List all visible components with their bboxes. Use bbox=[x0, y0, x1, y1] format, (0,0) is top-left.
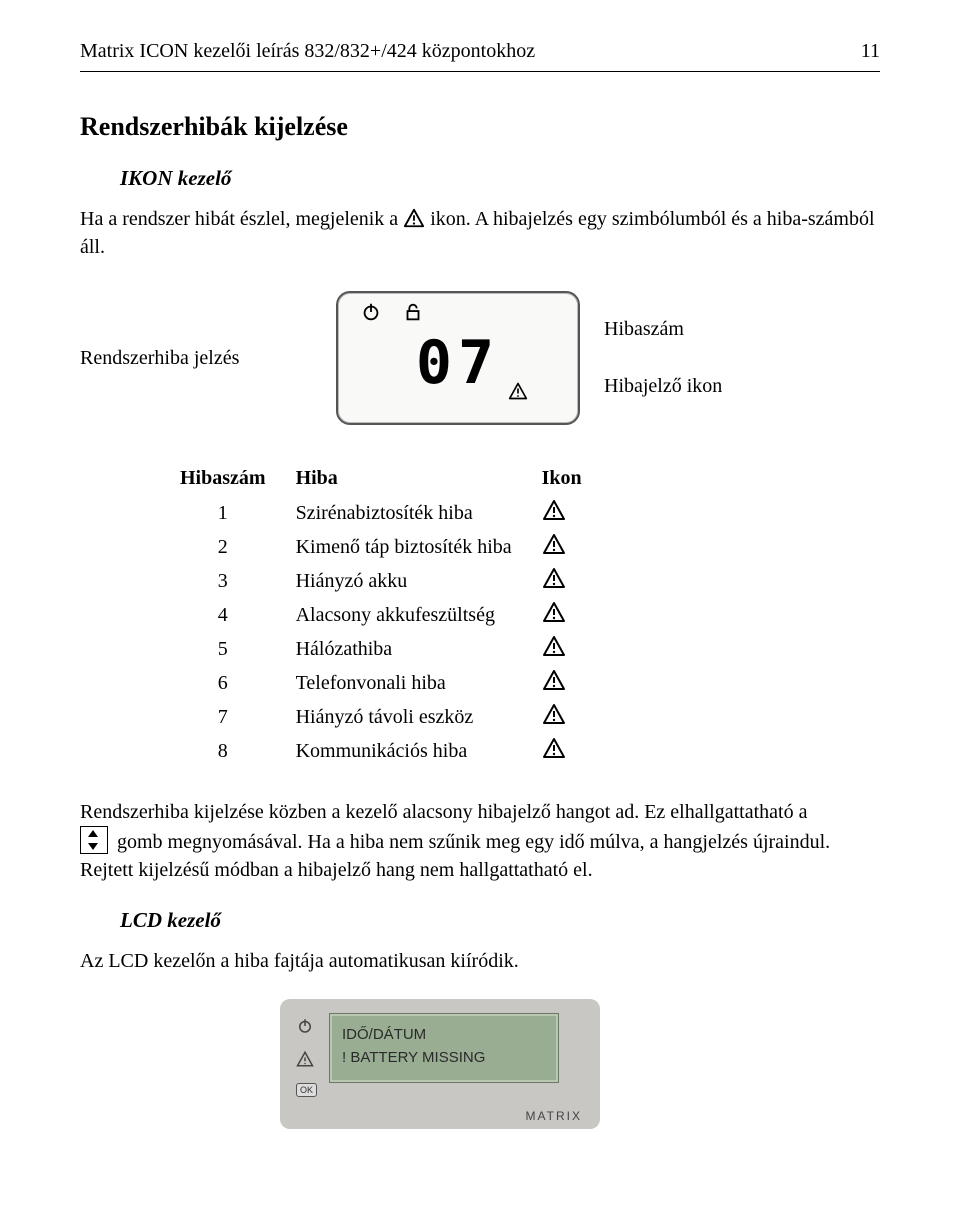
display-diagram: Rendszerhiba jelzés 07 Hibaszám bbox=[80, 291, 880, 425]
display-digits: 07 bbox=[416, 328, 500, 398]
col-header-num: Hibaszám bbox=[180, 465, 296, 496]
lcd-side-icons: OK bbox=[296, 1017, 317, 1119]
row-fault: Kimenő táp biztosíték hiba bbox=[296, 530, 542, 564]
row-num: 7 bbox=[180, 700, 296, 734]
table-header-row: Hibaszám Hiba Ikon bbox=[180, 465, 612, 496]
row-fault: Hiányzó távoli eszköz bbox=[296, 700, 542, 734]
row-num: 6 bbox=[180, 666, 296, 700]
col-header-icon: Ikon bbox=[542, 465, 612, 496]
fault-table: Hibaszám Hiba Ikon 1Szirénabiztosíték hi… bbox=[180, 465, 612, 768]
display-top-icons bbox=[360, 301, 424, 329]
warning-icon bbox=[542, 564, 612, 598]
header-title: Matrix ICON kezelői leírás 832/832+/424 … bbox=[80, 40, 535, 63]
display-left-label: Rendszerhiba jelzés bbox=[80, 347, 320, 370]
power-icon bbox=[360, 301, 382, 329]
warning-icon bbox=[542, 496, 612, 530]
row-num: 5 bbox=[180, 632, 296, 666]
lcd-screen: IDŐ/DÁTUM ! BATTERY MISSING bbox=[329, 1013, 559, 1083]
lcd-line-1: IDŐ/DÁTUM bbox=[342, 1024, 546, 1047]
row-num: 8 bbox=[180, 734, 296, 768]
table-row: 4Alacsony akkufeszültség bbox=[180, 598, 612, 632]
row-fault: Alacsony akkufeszültség bbox=[296, 598, 542, 632]
row-num: 2 bbox=[180, 530, 296, 564]
warning-icon bbox=[542, 734, 612, 768]
row-fault: Hálózathiba bbox=[296, 632, 542, 666]
warning-icon bbox=[542, 632, 612, 666]
warning-icon bbox=[403, 207, 425, 229]
row-fault: Hiányzó akku bbox=[296, 564, 542, 598]
lcd-line-2: ! BATTERY MISSING bbox=[342, 1047, 546, 1070]
page-header: Matrix ICON kezelői leírás 832/832+/424 … bbox=[80, 40, 880, 63]
display-device: 07 bbox=[336, 291, 580, 425]
table-row: 7Hiányzó távoli eszköz bbox=[180, 700, 612, 734]
lcd-brand: MATRIX bbox=[526, 1109, 582, 1123]
table-row: 6Telefonvonali hiba bbox=[180, 666, 612, 700]
power-icon bbox=[296, 1017, 317, 1040]
row-num: 4 bbox=[180, 598, 296, 632]
scroll-button-icon bbox=[80, 826, 108, 854]
row-fault: Kommunikációs hiba bbox=[296, 734, 542, 768]
ok-badge: OK bbox=[296, 1083, 317, 1097]
intro-text-before: Ha a rendszer hibát észlel, megjelenik a bbox=[80, 208, 403, 230]
warning-icon bbox=[296, 1050, 317, 1073]
row-num: 1 bbox=[180, 496, 296, 530]
table-row: 5Hálózathiba bbox=[180, 632, 612, 666]
lcd-device: OK IDŐ/DÁTUM ! BATTERY MISSING MATRIX bbox=[280, 999, 600, 1129]
lcd-subheading: LCD kezelő bbox=[120, 908, 880, 933]
bottom-paragraph: Rendszerhiba kijelzése közben a kezelő a… bbox=[80, 798, 880, 884]
col-header-fault: Hiba bbox=[296, 465, 542, 496]
warning-icon bbox=[542, 700, 612, 734]
display-right-top: Hibaszám bbox=[604, 318, 722, 341]
bottom-text-2: gomb megnyomásával. Ha a hiba nem szűnik… bbox=[80, 831, 830, 881]
header-divider bbox=[80, 71, 880, 72]
warning-icon bbox=[542, 666, 612, 700]
header-page-number: 11 bbox=[861, 40, 880, 63]
table-row: 2Kimenő táp biztosíték hiba bbox=[180, 530, 612, 564]
row-fault: Szirénabiztosíték hiba bbox=[296, 496, 542, 530]
display-right-bottom: Hibajelző ikon bbox=[604, 375, 722, 398]
row-num: 3 bbox=[180, 564, 296, 598]
bottom-text-1: Rendszerhiba kijelzése közben a kezelő a… bbox=[80, 801, 807, 823]
display-right-labels: Hibaszám Hibajelző ikon bbox=[604, 318, 722, 398]
table-row: 1Szirénabiztosíték hiba bbox=[180, 496, 612, 530]
intro-paragraph: Ha a rendszer hibát észlel, megjelenik a… bbox=[80, 205, 880, 261]
warning-icon bbox=[542, 598, 612, 632]
row-fault: Telefonvonali hiba bbox=[296, 666, 542, 700]
section-title: Rendszerhibák kijelzése bbox=[80, 112, 880, 142]
ikon-subheading: IKON kezelő bbox=[120, 166, 880, 191]
display-warning-icon bbox=[508, 381, 528, 407]
table-row: 3Hiányzó akku bbox=[180, 564, 612, 598]
table-row: 8Kommunikációs hiba bbox=[180, 734, 612, 768]
warning-icon bbox=[542, 530, 612, 564]
unlock-icon bbox=[402, 301, 424, 329]
lcd-intro: Az LCD kezelőn a hiba fajtája automatiku… bbox=[80, 947, 880, 975]
